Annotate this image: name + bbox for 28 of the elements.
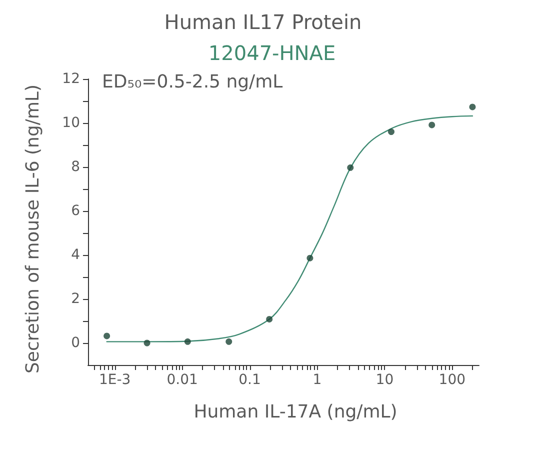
x-tick-label: 0.01 [166,372,198,388]
point [306,254,314,262]
point [104,332,110,340]
annotation: ED₅₀=0.5-2.5 ng/mL [102,72,283,92]
point [347,164,354,171]
y-tick-label: 4 [71,247,80,263]
x-tick-label: 1E-3 [98,372,131,388]
point [469,104,476,110]
point [144,340,150,346]
y-tick-label: 6 [71,203,80,219]
x-tick-label: 100 [438,372,466,388]
point [388,128,394,136]
x-tick-label: 10 [376,372,394,388]
x-tick-label: 1 [312,372,322,388]
chart-subtitle: 12047-HNAE [208,41,336,65]
point [428,122,436,128]
point [266,316,273,322]
y-tick-label: 10 [62,115,80,131]
point [184,338,191,345]
y-tick-label: 12 [62,71,80,87]
x-axis-title: Human IL-17A (ng/mL) [194,402,398,422]
y-tick-label: 8 [71,159,80,175]
chart-title: Human IL17 Protein [164,10,362,34]
point [226,338,232,345]
y-axis-title: Secretion of mouse IL-6 (ng/mL) [22,84,44,374]
y-tick-label: 2 [71,291,80,307]
x-tick-label: 0.1 [238,372,261,388]
y-tick-label: 0 [71,335,80,351]
